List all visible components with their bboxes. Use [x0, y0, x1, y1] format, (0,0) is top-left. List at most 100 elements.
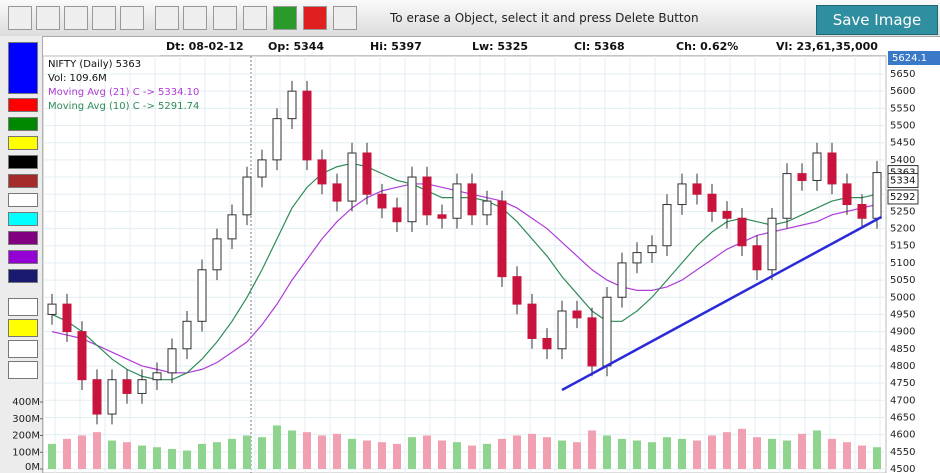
candle-body — [752, 245, 762, 271]
y-tick-label: 4550 — [890, 447, 915, 458]
tool-candle[interactable] — [183, 6, 207, 30]
volume-bar — [48, 443, 56, 469]
candle-body — [647, 245, 657, 254]
volume-bar — [828, 438, 836, 469]
volume-bar — [468, 445, 476, 469]
v-tick-label: 200M — [12, 431, 40, 442]
candle-body — [227, 214, 237, 240]
volume-bar — [588, 430, 596, 469]
candle-body — [767, 217, 777, 271]
tool-line[interactable] — [64, 6, 88, 30]
volume-bar — [78, 435, 86, 469]
volume-bar — [303, 432, 311, 469]
top-tag-box — [888, 51, 940, 65]
candle-body — [692, 183, 702, 195]
candle-body — [332, 183, 342, 202]
price-tag: 5292 — [890, 192, 915, 203]
volume-bar — [858, 445, 866, 469]
tool-hline[interactable] — [92, 6, 116, 30]
candle-body — [197, 269, 207, 322]
open: Op: 5344 — [268, 40, 325, 53]
volume-bar — [783, 440, 791, 469]
y-tick-label: 4850 — [890, 344, 915, 355]
tool-down[interactable] — [303, 6, 327, 30]
volume-bar — [423, 435, 431, 469]
candle-body — [122, 379, 132, 394]
volume-bar — [603, 435, 611, 469]
candle-body — [782, 173, 792, 219]
candle-body — [512, 276, 522, 305]
tool-up[interactable] — [273, 6, 297, 30]
tool-vline[interactable] — [120, 6, 144, 30]
color-swatch[interactable] — [8, 42, 38, 94]
volume-bar — [198, 443, 206, 469]
volume-bar — [813, 430, 821, 469]
trendline — [561, 215, 883, 392]
color-swatch[interactable] — [8, 250, 38, 264]
tool-text[interactable] — [243, 6, 267, 30]
line-style[interactable] — [8, 298, 38, 316]
color-swatch[interactable] — [8, 98, 38, 112]
legend-entry: Moving Avg (10) C -> 5291.74 — [48, 101, 199, 112]
price-tag-box — [887, 173, 919, 189]
color-swatch[interactable] — [8, 155, 38, 169]
v-tick-label: 100M — [12, 447, 40, 458]
volume-bar — [348, 438, 356, 469]
candle-body — [392, 207, 402, 223]
candle-body — [632, 252, 642, 264]
candle-body — [677, 183, 687, 206]
tool-move[interactable] — [36, 6, 60, 30]
color-swatch[interactable] — [8, 136, 38, 150]
candle-body — [587, 317, 597, 367]
candle-body — [857, 204, 867, 219]
tool-rect[interactable] — [155, 6, 179, 30]
color-swatch[interactable] — [8, 231, 38, 245]
candle-body — [362, 152, 372, 195]
volume-bar — [408, 437, 416, 469]
volume-bar — [288, 430, 296, 469]
candle-body — [737, 217, 747, 247]
candle-body — [167, 348, 177, 374]
tool-lines[interactable] — [333, 6, 357, 30]
candle-body — [527, 303, 537, 339]
save-button[interactable]: Save Image — [816, 5, 938, 35]
volume-bar — [498, 438, 506, 469]
v-tick-label: 0M — [25, 462, 40, 473]
volume-bar — [648, 442, 656, 469]
candle-body — [467, 183, 477, 216]
volume-bar — [63, 438, 71, 469]
y-tick-label: 5600 — [890, 86, 915, 97]
volume-bar — [528, 433, 536, 469]
close: Cl: 5368 — [574, 40, 625, 53]
color-swatch[interactable] — [8, 212, 38, 226]
color-swatch[interactable] — [8, 174, 38, 188]
candle-body — [827, 152, 837, 185]
candle-body — [482, 200, 492, 216]
candle-body — [302, 90, 312, 161]
volume-bar — [183, 450, 191, 469]
y-tick-label: 4800 — [890, 361, 915, 372]
tool-pointer[interactable] — [8, 6, 32, 30]
y-tick-label: 5200 — [890, 224, 915, 235]
color-swatch[interactable] — [8, 193, 38, 207]
line-style[interactable] — [8, 319, 38, 337]
candle-body — [272, 118, 282, 161]
candle-body — [872, 172, 882, 219]
candle-body — [317, 159, 327, 185]
line-style[interactable] — [8, 340, 38, 358]
legend-entry: Vol: 109.6M — [48, 73, 107, 84]
color-swatch[interactable] — [8, 117, 38, 131]
volume-bar — [618, 438, 626, 469]
volume-bar — [108, 440, 116, 469]
candle-body — [812, 152, 822, 181]
volume-bar — [243, 435, 251, 469]
tool-arrow[interactable] — [213, 6, 237, 30]
candle-body — [212, 238, 222, 271]
candle-body — [662, 204, 672, 247]
y-tick-label: 5500 — [890, 121, 915, 132]
line-style[interactable] — [8, 361, 38, 379]
color-swatch[interactable] — [8, 269, 38, 283]
volume-bar — [873, 447, 881, 469]
volume-bar — [483, 443, 491, 469]
